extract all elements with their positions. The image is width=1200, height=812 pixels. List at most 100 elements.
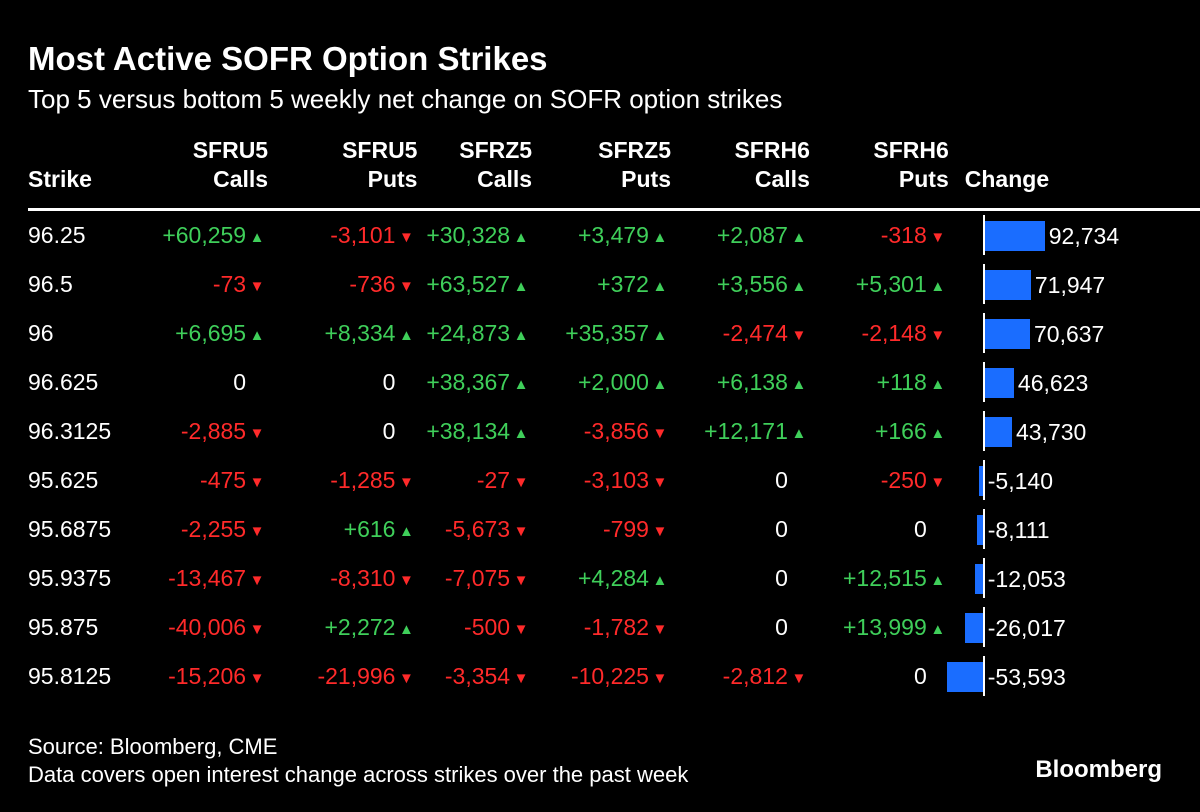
strike-cell: 95.8125: [28, 663, 112, 689]
down-arrow-icon: ▼: [513, 572, 529, 589]
change-value-label: -8,111: [987, 517, 1050, 543]
cell-sfrz5-puts: -3,856 ▼: [532, 407, 671, 456]
change-value-label: 70,637: [1033, 321, 1105, 347]
cell-value: -2,474: [722, 320, 788, 346]
cell-sfrz5-puts: -3,103 ▼: [532, 456, 671, 505]
cell-sfrh6-calls: 0: [671, 456, 810, 505]
change-cell: 70,637: [949, 309, 1200, 358]
cell-sfru5-puts: 0: [268, 358, 417, 407]
zero-axis-line: [982, 215, 985, 255]
cell-sfrh6-puts: 0: [810, 652, 949, 701]
table-row: 95.8125 -15,206 ▼ -21,996 ▼ -3,354 ▼ -10,225 ▼ -2…: [28, 652, 1200, 701]
column-header-sfru5-puts: SFRU5 Puts: [342, 137, 418, 192]
strike-cell: 95.625: [28, 467, 99, 493]
strike-cell: 96.5: [28, 271, 73, 297]
cell-sfrz5-puts: +4,284 ▲: [532, 554, 671, 603]
table-row: 96.625 0 0 +38,367 ▲ +2,000 ▲ +6,138 ▲ +118 ▲ 46,62…: [28, 358, 1200, 407]
table-row: 95.875 -40,006 ▼ +2,272 ▲ -500 ▼ -1,782 ▼ 0 +13,99…: [28, 603, 1200, 652]
cell-value: 0: [775, 565, 788, 591]
cell-sfru5-calls: -13,467 ▼: [136, 554, 268, 603]
change-bar-area: -12,053: [949, 554, 1169, 603]
zero-axis-line: [982, 313, 985, 353]
down-arrow-icon: ▼: [652, 523, 668, 540]
cell-sfrz5-calls: +38,134 ▲: [417, 407, 532, 456]
strike-cell: 96: [28, 320, 54, 346]
cell-value: +4,284: [577, 565, 649, 591]
cell-value: -40,006: [168, 614, 247, 640]
change-bar-area: 46,623: [949, 358, 1169, 407]
up-arrow-icon: ▲: [513, 327, 529, 344]
zero-axis-line: [982, 558, 985, 598]
cell-value: -318: [880, 222, 927, 248]
cell-sfru5-calls: +6,695 ▲: [136, 309, 268, 358]
strikes-table: Strike SFRU5 Calls SFRU5 Puts SFRZ5 Calls S…: [28, 136, 1200, 701]
change-value-label: -26,017: [987, 615, 1066, 641]
down-arrow-icon: ▼: [791, 670, 807, 687]
down-arrow-icon: ▼: [930, 229, 946, 246]
change-value-label: -12,053: [987, 566, 1066, 592]
strike-cell: 96.3125: [28, 418, 112, 444]
cell-sfru5-puts: -8,310 ▼: [268, 554, 417, 603]
cell-sfru5-puts: +8,334 ▲: [268, 309, 417, 358]
cell-value: -15,206: [168, 663, 247, 689]
cell-value: -2,885: [180, 418, 247, 444]
cell-value: -500: [464, 614, 511, 640]
column-header-sfrz5-puts: SFRZ5 Puts: [598, 137, 671, 192]
change-cell: 46,623: [949, 358, 1200, 407]
cell-value: -10,225: [570, 663, 649, 689]
cell-value: -3,103: [583, 467, 649, 493]
cell-value: +2,272: [324, 614, 396, 640]
cell-sfru5-calls: 0: [136, 358, 268, 407]
change-bar: [982, 270, 1031, 300]
cell-value: 0: [775, 516, 788, 542]
down-arrow-icon: ▼: [930, 474, 946, 491]
zero-axis-line: [982, 460, 985, 500]
down-arrow-icon: ▼: [652, 474, 668, 491]
cell-value: +616: [343, 516, 396, 542]
zero-axis-line: [982, 264, 985, 304]
cell-sfrh6-puts: +118 ▲: [810, 358, 949, 407]
cell-sfrh6-calls: +12,171 ▲: [671, 407, 810, 456]
data-note: Data covers open interest change across …: [28, 762, 689, 787]
cell-sfrz5-calls: +38,367 ▲: [417, 358, 532, 407]
cell-sfrh6-calls: 0: [671, 505, 810, 554]
down-arrow-icon: ▼: [249, 621, 265, 638]
down-arrow-icon: ▼: [399, 474, 414, 491]
down-arrow-icon: ▼: [652, 670, 668, 687]
down-arrow-icon: ▼: [791, 327, 807, 344]
up-arrow-icon: ▲: [249, 229, 265, 246]
column-header-strike: Strike: [28, 166, 92, 192]
down-arrow-icon: ▼: [652, 425, 668, 442]
change-value-label: 92,734: [1048, 223, 1120, 249]
down-arrow-icon: ▼: [249, 572, 265, 589]
down-arrow-icon: ▼: [513, 523, 529, 540]
cell-sfru5-calls: -15,206 ▼: [136, 652, 268, 701]
column-header-sfru5-calls: SFRU5 Calls: [192, 137, 269, 192]
change-bar: [982, 368, 1014, 398]
column-header-change: Change: [964, 166, 1050, 192]
cell-sfru5-calls: -2,255 ▼: [136, 505, 268, 554]
cell-value: -3,101: [330, 222, 396, 248]
change-bar-area: 70,637: [949, 309, 1169, 358]
cell-sfru5-puts: -3,101 ▼: [268, 210, 417, 261]
change-bar: [946, 662, 983, 692]
cell-value: -21,996: [317, 663, 396, 689]
zero-axis-line: [982, 607, 985, 647]
cell-sfru5-puts: -736 ▼: [268, 260, 417, 309]
up-arrow-icon: ▲: [513, 229, 529, 246]
cell-value: 0: [382, 418, 396, 444]
cell-value: +166: [874, 418, 927, 444]
cell-value: 0: [913, 663, 927, 689]
change-cell: -26,017: [949, 603, 1200, 652]
cell-value: -475: [200, 467, 247, 493]
table-row: 95.9375 -13,467 ▼ -8,310 ▼ -7,075 ▼ +4,284 ▲ 0 +12…: [28, 554, 1200, 603]
change-bar: [982, 417, 1012, 447]
cell-value: +2,087: [716, 222, 788, 248]
cell-sfrh6-calls: +2,087 ▲: [671, 210, 810, 261]
up-arrow-icon: ▲: [652, 229, 668, 246]
cell-value: +30,328: [426, 222, 511, 248]
cell-sfrz5-calls: -27 ▼: [417, 456, 532, 505]
up-arrow-icon: ▲: [930, 376, 946, 393]
cell-sfrz5-calls: -3,354 ▼: [417, 652, 532, 701]
cell-value: -2,812: [722, 663, 788, 689]
